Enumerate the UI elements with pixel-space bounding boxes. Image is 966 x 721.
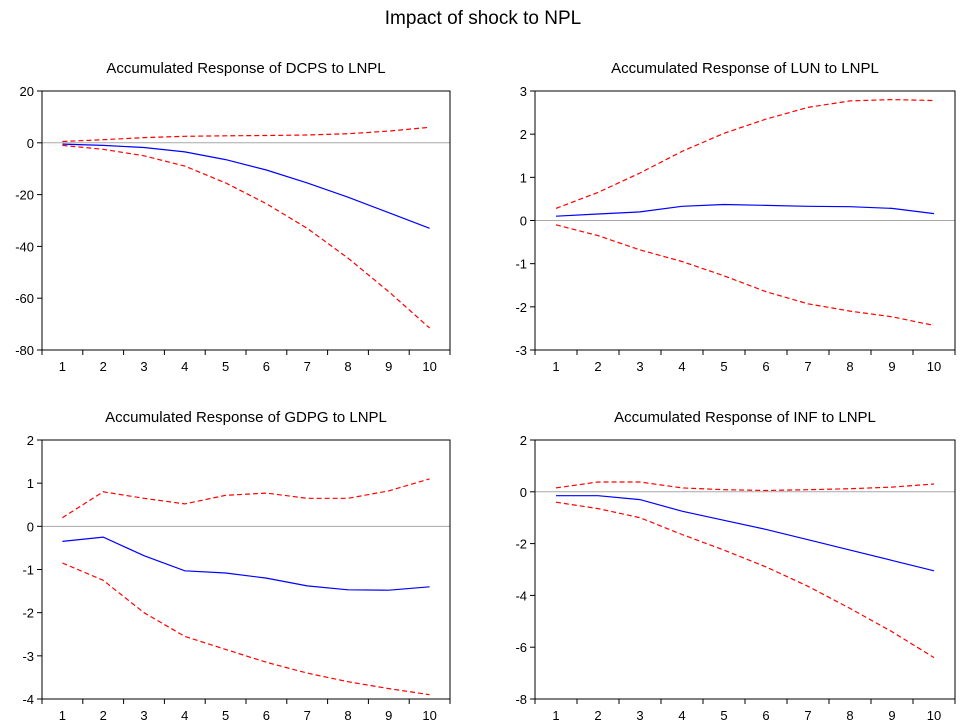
y-tick-label-lun: 3: [520, 84, 527, 99]
x-tick-label-gdpg: 7: [304, 708, 311, 721]
response-line-gdpg: [62, 536, 430, 591]
y-tick-label-dcps: -20: [15, 188, 34, 203]
y-tick-label-inf: -6: [515, 640, 527, 655]
y-tick-label-lun: 0: [520, 214, 527, 229]
x-tick-label-gdpg: 6: [263, 708, 270, 721]
x-tick-label-gdpg: 5: [222, 708, 229, 721]
y-tick-label-dcps: 20: [20, 84, 34, 99]
y-tick-label-inf: 2: [520, 433, 527, 448]
x-tick-label-lun: 7: [804, 359, 811, 374]
x-tick-label-gdpg: 8: [344, 708, 351, 721]
x-tick-label-inf: 1: [552, 708, 559, 721]
panel-title-gdpg: Accumulated Response of GDPG to LNPL: [105, 409, 387, 426]
chart-panel-gdpg: Accumulated Response of GDPG to LNPL210-…: [22, 409, 451, 721]
chart-panel-lun: Accumulated Response of LUN to LNPL3210-…: [515, 60, 956, 374]
lower-band-line-gdpg: [62, 562, 430, 696]
x-tick-label-inf: 2: [594, 708, 601, 721]
x-tick-label-inf: 9: [888, 708, 895, 721]
x-tick-label-lun: 9: [888, 359, 895, 374]
x-tick-label-dcps: 9: [385, 359, 392, 374]
lower-band-line-inf: [555, 501, 935, 659]
x-tick-label-dcps: 4: [181, 359, 188, 374]
x-tick-label-lun: 1: [552, 359, 559, 374]
panel-title-lun: Accumulated Response of LUN to LNPL: [611, 60, 879, 77]
x-tick-label-dcps: 7: [304, 359, 311, 374]
y-tick-label-inf: 0: [520, 485, 527, 500]
y-tick-label-gdpg: -4: [22, 692, 34, 707]
y-tick-label-lun: -1: [515, 257, 527, 272]
y-tick-label-lun: -2: [515, 300, 527, 315]
y-tick-label-gdpg: -3: [22, 649, 34, 664]
panel-title-inf: Accumulated Response of INF to LNPL: [614, 409, 876, 426]
response-line-dcps: [62, 143, 430, 229]
x-tick-label-dcps: 10: [422, 359, 436, 374]
x-tick-label-dcps: 5: [222, 359, 229, 374]
y-tick-label-lun: -3: [515, 343, 527, 358]
x-tick-label-gdpg: 2: [100, 708, 107, 721]
x-tick-label-lun: 10: [927, 359, 941, 374]
y-tick-label-gdpg: 0: [27, 519, 34, 534]
y-tick-label-gdpg: 2: [27, 433, 34, 448]
x-tick-label-gdpg: 3: [140, 708, 147, 721]
upper-band-line-lun: [555, 98, 935, 209]
x-tick-label-dcps: 2: [100, 359, 107, 374]
x-tick-label-lun: 6: [762, 359, 769, 374]
x-tick-label-inf: 5: [720, 708, 727, 721]
upper-band-line-dcps: [62, 126, 430, 143]
panel-title-dcps: Accumulated Response of DCPS to LNPL: [106, 60, 385, 77]
response-line-lun: [555, 203, 935, 217]
upper-band-line-inf: [555, 481, 935, 492]
x-tick-label-inf: 4: [678, 708, 685, 721]
x-tick-label-gdpg: 1: [59, 708, 66, 721]
y-tick-label-inf: -4: [515, 588, 527, 603]
x-tick-label-dcps: 6: [263, 359, 270, 374]
x-tick-label-dcps: 3: [140, 359, 147, 374]
x-tick-label-gdpg: 9: [385, 708, 392, 721]
x-tick-label-inf: 7: [804, 708, 811, 721]
upper-band-line-gdpg: [62, 478, 430, 519]
y-tick-label-lun: 1: [520, 170, 527, 185]
x-tick-label-lun: 5: [720, 359, 727, 374]
x-tick-label-lun: 3: [636, 359, 643, 374]
y-tick-label-inf: -2: [515, 537, 527, 552]
y-tick-label-dcps: 0: [27, 136, 34, 151]
y-tick-label-dcps: -80: [15, 343, 34, 358]
x-tick-label-lun: 8: [846, 359, 853, 374]
x-tick-label-inf: 8: [846, 708, 853, 721]
chart-panel-inf: Accumulated Response of INF to LNPL 2 0 -2 -…: [515, 409, 956, 721]
x-tick-label-dcps: 1: [59, 359, 66, 374]
lower-band-line-dcps: [62, 144, 430, 329]
x-tick-label-inf: 6: [762, 708, 769, 721]
y-tick-label-lun: 2: [520, 127, 527, 142]
y-tick-label-gdpg: -1: [22, 563, 34, 578]
y-tick-label-gdpg: 1: [27, 476, 34, 491]
response-line-inf: [556, 495, 935, 572]
figure-title: Impact of shock to NPL: [384, 8, 582, 29]
lower-band-line-lun: [555, 224, 935, 326]
plot-frame-gdpg: [41, 439, 451, 700]
x-tick-label-gdpg: 4: [181, 708, 188, 721]
x-tick-label-lun: 4: [678, 359, 685, 374]
x-tick-label-inf: 3: [636, 708, 643, 721]
y-tick-label-inf: -8: [515, 692, 527, 707]
y-tick-label-dcps: -60: [15, 291, 34, 306]
plot-frame-dcps: [41, 90, 451, 351]
x-tick-label-inf: 10: [927, 708, 941, 721]
y-tick-label-dcps: -40: [15, 239, 34, 254]
y-tick-label-gdpg: -2: [22, 606, 34, 621]
x-tick-label-dcps: 8: [344, 359, 351, 374]
x-tick-label-lun: 2: [594, 359, 601, 374]
chart-panel-dcps: Accumulated Response of DCPS to LNPL 20 0 -…: [15, 60, 451, 374]
plot-frame-inf: [534, 439, 956, 700]
x-tick-label-gdpg: 10: [422, 708, 436, 721]
